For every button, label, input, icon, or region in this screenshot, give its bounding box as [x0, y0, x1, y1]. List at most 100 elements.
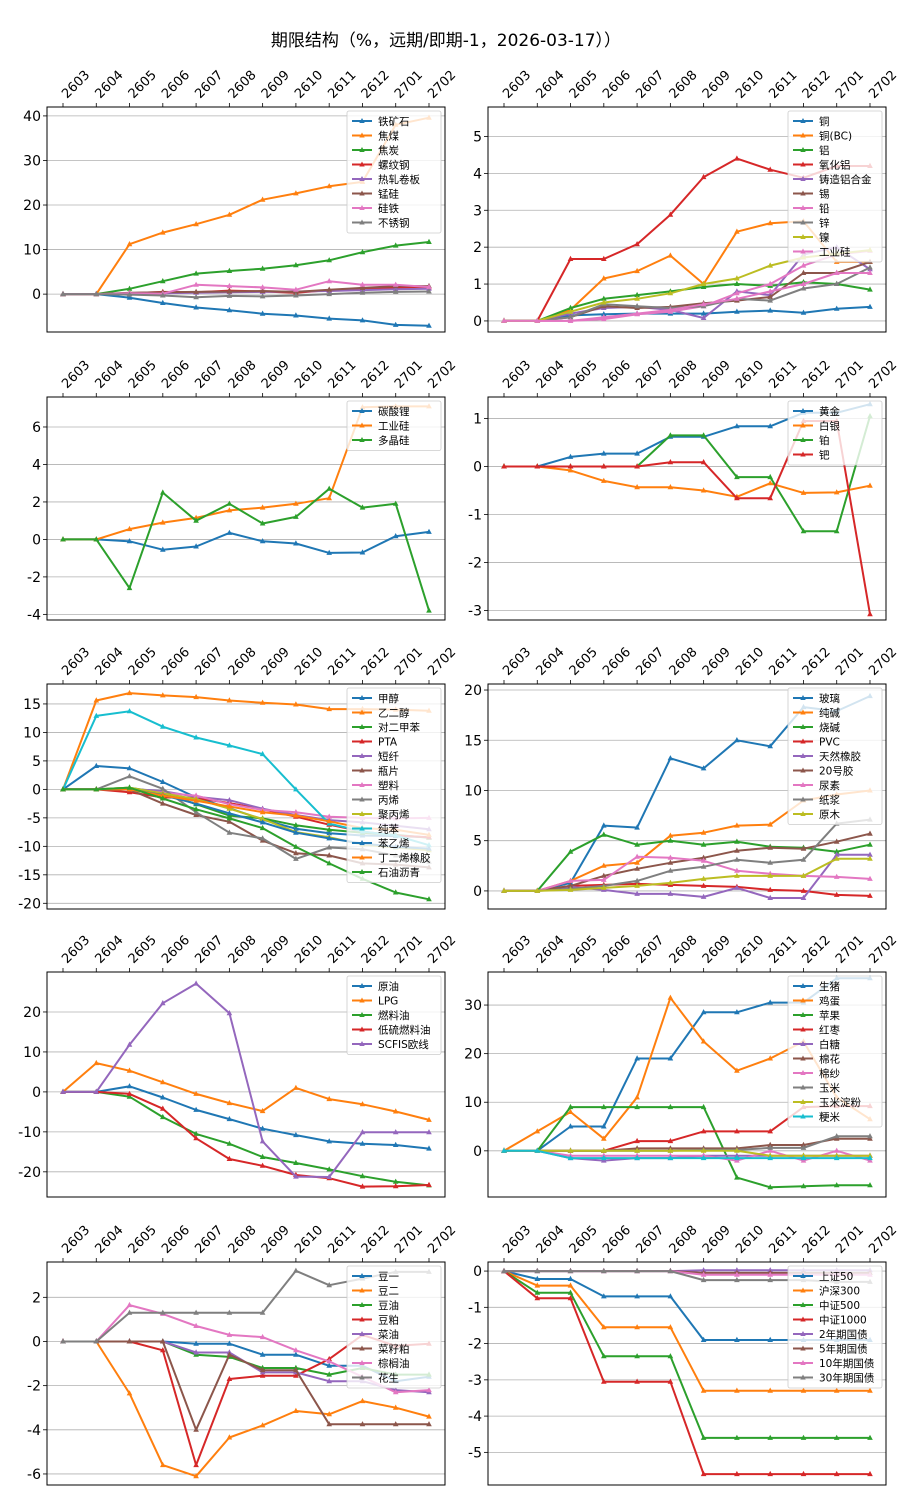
data-point [392, 1178, 399, 1184]
data-point [634, 310, 640, 316]
data-point [734, 1271, 740, 1277]
data-point [160, 1113, 166, 1120]
data-point [259, 1351, 266, 1357]
data-point [567, 877, 574, 883]
data-point [259, 819, 266, 825]
data-point [667, 1353, 674, 1359]
data-point [767, 1336, 773, 1342]
data-point [326, 1095, 332, 1102]
data-point [734, 1147, 740, 1153]
data-point [392, 533, 399, 539]
data-point [160, 519, 166, 525]
data-point [634, 824, 640, 830]
legend-marker [359, 1273, 365, 1278]
legend-marker [800, 1345, 806, 1351]
axes-frame [487, 1261, 887, 1486]
data-point [634, 1267, 640, 1274]
data-point [567, 1295, 574, 1301]
data-point [601, 862, 607, 868]
legend-marker [800, 1360, 806, 1365]
data-point [601, 450, 607, 456]
legend-marker [800, 1012, 806, 1017]
series-line [504, 1149, 870, 1157]
series-line [62, 1062, 430, 1121]
data-point [767, 166, 773, 172]
x-tick-label: 2702 [866, 68, 900, 102]
legend-marker [800, 1084, 806, 1090]
data-point [226, 1155, 233, 1161]
x-tick-label: 2611 [766, 358, 800, 392]
data-point [634, 241, 640, 247]
y-tick-label: -15 [18, 868, 41, 884]
legend-marker [800, 724, 806, 729]
legend-label: 锰硅 [378, 188, 399, 201]
data-point [634, 295, 640, 301]
legend-box [787, 110, 883, 263]
data-point [567, 1267, 574, 1274]
data-point [259, 1372, 266, 1378]
data-point [833, 489, 840, 495]
legend-label: PVC [819, 737, 840, 749]
x-tick-label: 2603 [500, 358, 534, 392]
data-point [392, 1421, 399, 1427]
x-tick-label: 2603 [500, 645, 534, 679]
x-tick-label: 2609 [259, 358, 293, 392]
data-point [326, 495, 332, 501]
x-tick-label: 2611 [766, 933, 800, 967]
data-point [800, 1141, 807, 1147]
data-point [601, 822, 607, 828]
data-point [800, 280, 807, 286]
data-point [534, 1128, 541, 1134]
data-point [160, 778, 166, 784]
data-point [326, 1371, 332, 1377]
data-point [60, 1338, 66, 1344]
x-tick-label: 2702 [866, 645, 900, 679]
legend-label: 对二甲苯 [378, 721, 420, 734]
legend-label: 短纤 [378, 750, 399, 763]
data-point [700, 1038, 707, 1044]
data-point [193, 734, 199, 740]
data-point [160, 229, 166, 235]
legend-label: PTA [378, 737, 398, 749]
data-point [392, 242, 399, 248]
legend-marker [359, 753, 365, 758]
data-point [601, 1267, 607, 1274]
x-tick-label: 2606 [159, 68, 193, 102]
series-line [63, 487, 430, 611]
data-point [700, 1276, 707, 1283]
legend-marker [800, 190, 806, 196]
data-point [226, 1010, 233, 1016]
x-tick-label: 2702 [866, 933, 900, 967]
legend-box [346, 110, 442, 234]
data-point [800, 1470, 807, 1477]
y-tick-label: -4 [27, 1423, 41, 1439]
series-group [60, 980, 432, 1189]
legend-label: 焦炭 [378, 144, 399, 157]
legend-label: 白糖 [819, 1038, 840, 1051]
legend-marker [800, 219, 806, 225]
data-point [734, 737, 740, 743]
data-point [126, 1067, 133, 1073]
data-point [226, 500, 233, 506]
x-tick-label: 2605 [567, 933, 601, 967]
x-tick-label: 2611 [766, 68, 800, 102]
legend-marker [800, 1273, 806, 1278]
data-point [226, 1309, 233, 1315]
data-point [259, 1333, 266, 1340]
legend-box [346, 1265, 442, 1389]
data-point [160, 1309, 166, 1315]
x-tick-label: 2611 [325, 1223, 359, 1257]
data-point [293, 1267, 299, 1273]
data-point [567, 255, 574, 261]
data-point [126, 789, 133, 795]
y-tick-label: 20 [23, 1005, 41, 1021]
data-point [734, 423, 740, 429]
data-point [160, 1000, 166, 1006]
legend-label: 棕榈油 [378, 1357, 410, 1370]
data-point [867, 1182, 873, 1188]
legend-marker [800, 132, 806, 138]
data-point [534, 1275, 541, 1281]
legend-label: 豆粕 [378, 1314, 399, 1327]
data-point [833, 848, 840, 854]
